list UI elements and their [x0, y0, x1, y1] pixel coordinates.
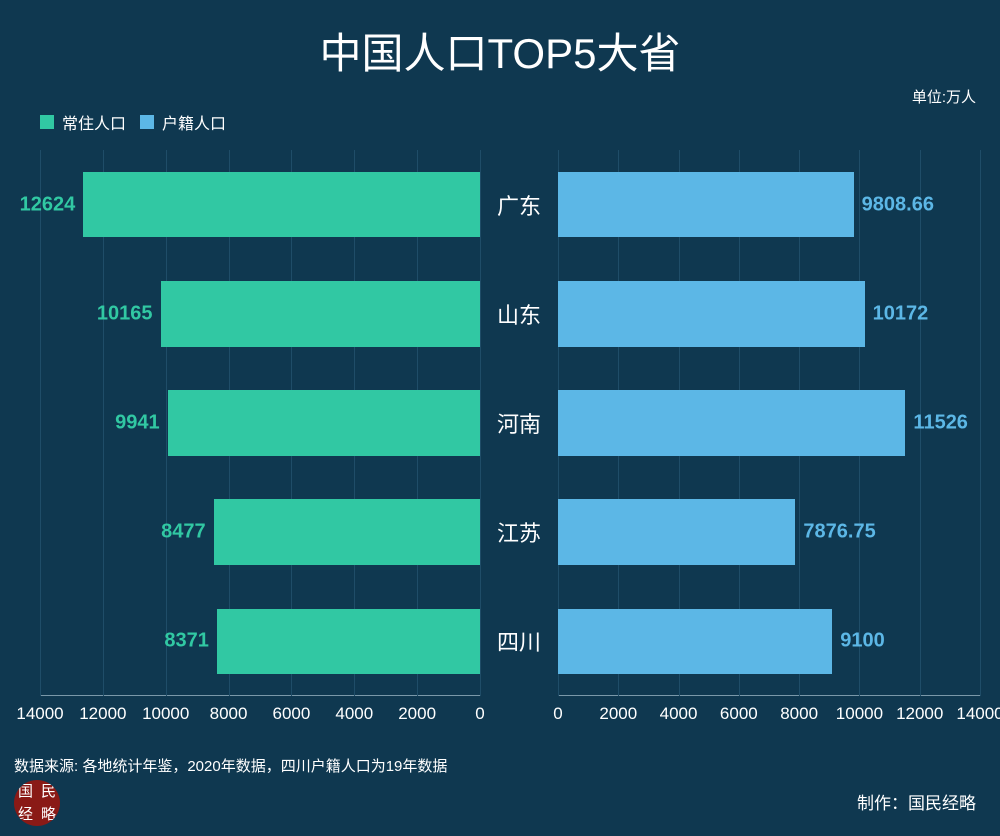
category-label: 河南 [480, 368, 558, 477]
plot-area: 0200040006000800010000120001400012624101… [40, 150, 980, 736]
axis-tick: 14000 [16, 704, 63, 724]
legend-label-1: 户籍人口 [162, 110, 226, 134]
source-note: 数据来源: 各地统计年鉴，2020年数据，四川户籍人口为19年数据 [14, 755, 447, 776]
axis-tick: 4000 [660, 704, 698, 724]
value-label-left: 12624 [20, 193, 76, 216]
category-label: 四川 [480, 587, 558, 696]
axis-tick: 0 [475, 704, 484, 724]
category-label: 山东 [480, 259, 558, 368]
axis-tick: 8000 [780, 704, 818, 724]
bar-right [558, 281, 865, 347]
stamp-icon: 国民经略 [14, 780, 60, 826]
axis-tick: 6000 [273, 704, 311, 724]
credit-label: 制作：国民经略 [857, 789, 976, 814]
category-label: 广东 [480, 150, 558, 259]
value-label-right: 10172 [873, 302, 929, 325]
bar-left [161, 281, 480, 347]
value-label-left: 10165 [97, 302, 153, 325]
axis-tick: 14000 [956, 704, 1000, 724]
value-label-right: 9100 [840, 630, 885, 653]
value-label-left: 9941 [115, 411, 160, 434]
value-label-right: 11526 [913, 411, 968, 434]
category-label: 江苏 [480, 478, 558, 587]
legend-swatch-0 [40, 115, 54, 129]
bar-right [558, 499, 795, 565]
value-label-left: 8371 [164, 630, 209, 653]
axis-tick: 12000 [79, 704, 126, 724]
chart-title: 中国人口TOP5大省 [0, 20, 1000, 81]
unit-label: 单位:万人 [912, 86, 976, 107]
bar-right [558, 390, 905, 456]
bar-right [558, 609, 832, 675]
right-panel: 020004000600080001000012000140009808.661… [558, 150, 980, 696]
grid-line [980, 150, 981, 696]
legend: 常住人口 户籍人口 [40, 110, 226, 134]
value-label-right: 7876.75 [803, 521, 875, 544]
axis-tick: 12000 [896, 704, 943, 724]
value-label-right: 9808.66 [862, 193, 934, 216]
bar-left [217, 609, 480, 675]
left-panel: 0200040006000800010000120001400012624101… [40, 150, 480, 696]
axis-tick: 6000 [720, 704, 758, 724]
category-labels: 广东山东河南江苏四川 [480, 150, 558, 696]
chart-root: 中国人口TOP5大省 单位:万人 常住人口 户籍人口 0200040006000… [0, 0, 1000, 836]
axis-tick: 0 [553, 704, 562, 724]
axis-tick: 10000 [142, 704, 189, 724]
legend-label-0: 常住人口 [62, 110, 126, 134]
legend-swatch-1 [140, 115, 154, 129]
bar-left [168, 390, 480, 456]
bar-left [83, 172, 480, 238]
value-label-left: 8477 [161, 521, 206, 544]
axis-tick: 8000 [210, 704, 248, 724]
bar-right [558, 172, 854, 238]
axis-tick: 10000 [836, 704, 883, 724]
axis-tick: 2000 [599, 704, 637, 724]
axis-tick: 4000 [335, 704, 373, 724]
bar-left [214, 499, 480, 565]
axis-tick: 2000 [398, 704, 436, 724]
